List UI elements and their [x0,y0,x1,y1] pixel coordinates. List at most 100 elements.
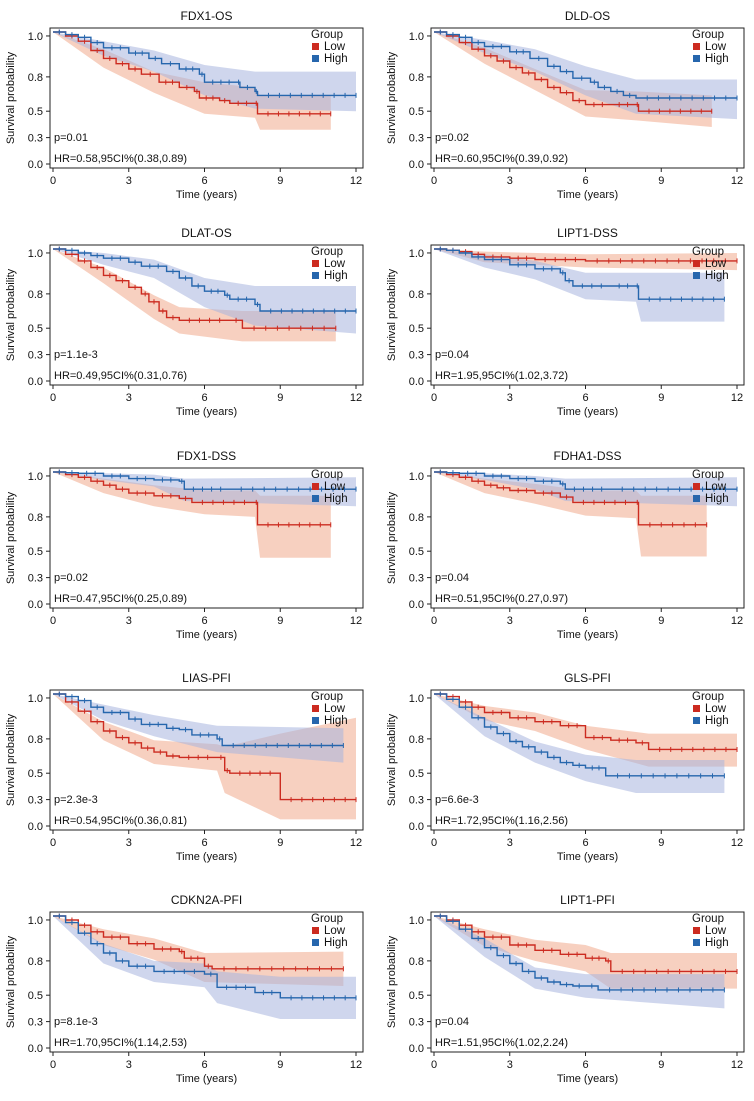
y-axis-label: Survival probability [386,491,398,584]
x-axis-label: Time (years) [176,629,237,641]
p-value: p=0.04 [435,572,469,584]
y-tick-label: 0.3 [28,795,43,807]
y-tick-label: 1.0 [409,31,424,43]
x-tick-label: 12 [731,392,743,404]
legend-title: Group [692,246,724,258]
x-axis-label: Time (years) [557,629,618,641]
y-tick-label: 0.5 [409,106,424,118]
y-tick-label: 0.0 [28,821,43,833]
y-tick-label: 0.8 [409,289,424,301]
y-tick-label: 1.0 [409,471,424,483]
legend-swatch-low [312,705,319,712]
x-tick-label: 9 [277,392,283,404]
legend-swatch-high [693,717,700,724]
legend-title: Group [692,913,724,925]
x-tick-label: 0 [50,175,56,187]
legend-label-high: High [324,715,348,727]
x-axis-label: Time (years) [557,851,618,863]
ci-band-high [434,694,725,793]
y-axis-label: Survival probability [5,491,17,584]
km-panel-cdkn2a-pfi: CDKN2A-PFI 0.0 0.3 0.5 0.8 1.0 0 3 6 9 12 Time (yea… [5,893,364,1085]
hazard-ratio: HR=1.72,95CI%(1.16,2.56) [435,815,568,827]
x-tick-label: 3 [126,392,132,404]
x-tick-label: 6 [582,837,588,849]
legend-label-low: Low [705,41,727,53]
legend-swatch-high [312,717,319,724]
x-tick-label: 12 [350,175,362,187]
panel-title: FDX1-DSS [177,449,236,463]
x-tick-label: 6 [582,392,588,404]
y-tick-label: 0.0 [28,159,43,171]
y-axis-label: Survival probability [5,713,17,806]
y-tick-label: 0.0 [409,599,424,611]
x-tick-label: 9 [658,175,664,187]
x-axis-label: Time (years) [176,189,237,201]
y-tick-label: 0.8 [409,956,424,968]
km-panel-lipt1-dss: LIPT1-DSS 0.0 0.3 0.5 0.8 1.0 0 3 6 9 12 Time (year… [386,226,745,418]
y-tick-label: 1.0 [28,915,43,927]
p-value: p=2.3e-3 [54,794,98,806]
x-tick-label: 12 [350,615,362,627]
legend-label-high: High [324,493,348,505]
survival-curve-low [53,248,336,329]
legend-title: Group [692,691,724,703]
x-axis-label: Time (years) [176,851,237,863]
hazard-ratio: HR=0.60,95CI%(0.39,0.92) [435,153,568,165]
x-tick-label: 9 [658,392,664,404]
x-tick-label: 3 [126,615,132,627]
p-value: p=0.02 [435,132,469,144]
legend-title: Group [311,913,343,925]
km-panel-dlat-os: DLAT-OS 0.0 0.3 0.5 0.8 1.0 0 3 6 9 12 Time (years)… [5,226,364,418]
x-tick-label: 6 [201,837,207,849]
x-tick-label: 12 [731,175,743,187]
survival-curve-high [53,31,356,97]
panel-title: DLD-OS [565,9,610,23]
x-tick-label: 9 [277,1059,283,1071]
x-tick-label: 0 [50,615,56,627]
y-axis-label: Survival probability [5,935,17,1028]
y-tick-label: 0.3 [409,350,424,362]
legend-swatch-low [693,483,700,490]
km-panel-gls-pfi: GLS-PFI 0.0 0.3 0.5 0.8 1.0 0 3 6 9 12 Time (years)… [386,671,745,863]
legend-swatch-high [693,272,700,279]
legend-label-high: High [324,53,348,65]
y-tick-label: 1.0 [28,693,43,705]
ci-band-high [434,916,725,1009]
x-tick-label: 0 [431,1059,437,1071]
legend-label-high: High [705,270,729,282]
legend-label-low: Low [324,481,346,493]
x-axis-label: Time (years) [176,406,237,418]
x-axis-label: Time (years) [557,1073,618,1085]
legend-swatch-high [693,55,700,62]
y-tick-label: 0.5 [28,106,43,118]
y-tick-label: 0.3 [409,133,424,145]
y-tick-label: 0.8 [409,72,424,84]
y-tick-label: 0.3 [409,795,424,807]
y-tick-label: 0.3 [409,573,424,585]
y-tick-label: 0.3 [409,1017,424,1029]
plot-frame [430,689,745,831]
panel-title: FDHA1-DSS [553,449,621,463]
x-axis-label: Time (years) [176,1073,237,1085]
y-tick-label: 0.8 [409,734,424,746]
y-tick-label: 0.5 [28,990,43,1002]
legend-swatch-low [312,927,319,934]
x-tick-label: 6 [201,615,207,627]
p-value: p=1.1e-3 [54,349,98,361]
y-tick-label: 0.5 [409,546,424,558]
panel-title: CDKN2A-PFI [171,893,242,907]
x-tick-label: 9 [277,175,283,187]
hazard-ratio: HR=0.51,95CI%(0.27,0.97) [435,593,568,605]
plot-frame [430,911,745,1053]
y-tick-label: 0.8 [409,512,424,524]
y-tick-label: 0.5 [28,768,43,780]
panel-title: LIPT1-DSS [557,226,618,240]
km-panel-fdx1-os: FDX1-OS 0.0 0.3 0.5 0.8 1.0 0 3 6 9 12 Time (years)… [5,9,364,201]
km-panel-dld-os: DLD-OS 0.0 0.3 0.5 0.8 1.0 0 3 6 9 12 Time (years) S… [386,9,745,201]
p-value: p=0.02 [54,572,88,584]
x-tick-label: 0 [431,837,437,849]
y-tick-label: 0.5 [28,546,43,558]
y-tick-label: 1.0 [28,31,43,43]
hazard-ratio: HR=1.95,95CI%(1.02,3.72) [435,370,568,382]
